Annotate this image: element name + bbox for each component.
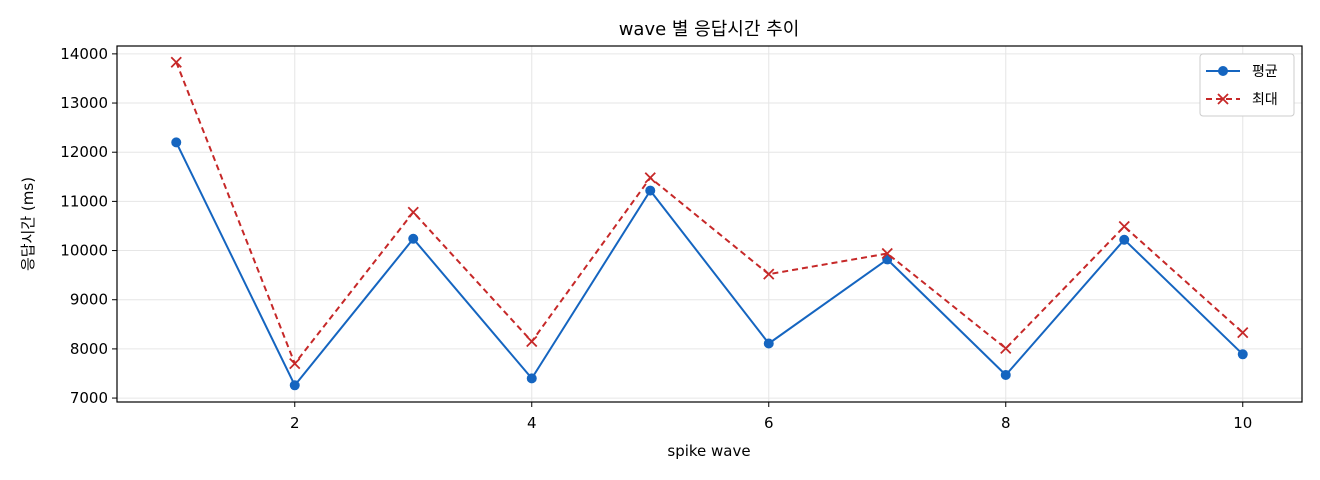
- y-tick-label: 13000: [60, 94, 108, 112]
- y-tick-label: 7000: [70, 389, 108, 407]
- series-line-mean: [175, 141, 1244, 387]
- data-point-mean: [1000, 369, 1011, 380]
- data-point-max: [881, 247, 893, 260]
- data-point-max: [1118, 220, 1130, 233]
- data-point-max: [526, 335, 538, 348]
- data-point-max: [170, 56, 182, 68]
- grid-lines: [117, 46, 1302, 402]
- data-point-mean: [1237, 349, 1248, 360]
- plot-frame: [116, 45, 1303, 403]
- y-axis: 7000 8000 9000 10000 11000 12000 13000 14000: [60, 45, 117, 407]
- x-tick-label: 2: [290, 414, 300, 432]
- data-point-mean: [645, 185, 656, 196]
- data-point-mean: [408, 233, 419, 244]
- data-point-max: [1237, 327, 1249, 339]
- data-point-max: [644, 172, 656, 184]
- y-axis-title: 응답시간 (ms): [19, 177, 37, 271]
- x-tick-label: 10: [1233, 414, 1252, 432]
- data-point-mean: [763, 338, 774, 349]
- data-point-mean: [1119, 234, 1130, 245]
- x-tick-label: 4: [527, 414, 537, 432]
- data-point-mean: [171, 137, 182, 148]
- legend-marker-mean: [1218, 66, 1228, 76]
- x-tick-label: 8: [1001, 414, 1011, 432]
- y-tick-label: 10000: [60, 242, 108, 260]
- chart-title: wave 별 응답시간 추이: [619, 19, 800, 40]
- legend-box: [1199, 53, 1295, 117]
- series-layer: [170, 56, 1249, 391]
- y-tick-label: 11000: [60, 192, 108, 210]
- y-tick-label: 12000: [60, 143, 108, 161]
- data-point-mean: [289, 380, 300, 391]
- x-axis: 2 4 6 8 10: [290, 402, 1252, 432]
- y-tick-label: 9000: [70, 291, 108, 309]
- series-line-max: [175, 61, 1244, 365]
- data-point-max: [1000, 342, 1012, 355]
- legend-marker-max: [1217, 93, 1229, 105]
- legend-label-mean: 평균: [1252, 64, 1278, 80]
- data-point-mean: [526, 373, 537, 384]
- x-axis-title: spike wave: [667, 442, 750, 460]
- y-tick-label: 14000: [60, 45, 108, 63]
- x-tick-label: 6: [764, 414, 774, 432]
- data-point-max: [407, 206, 419, 218]
- y-tick-label: 8000: [70, 340, 108, 358]
- data-point-max: [763, 268, 775, 280]
- data-point-max: [289, 358, 301, 370]
- legend-label-max: 최대: [1252, 92, 1278, 108]
